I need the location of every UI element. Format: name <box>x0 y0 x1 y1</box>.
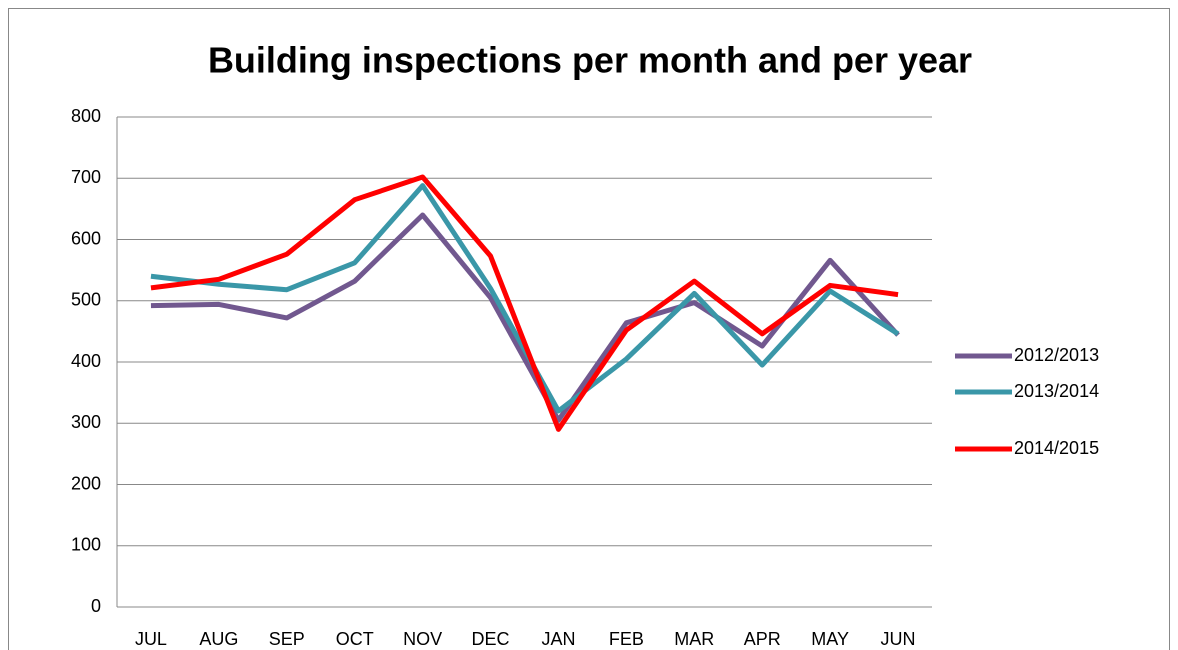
x-tick-label: MAY <box>811 629 849 649</box>
y-tick-label: 100 <box>71 535 101 555</box>
x-tick-label: APR <box>744 629 781 649</box>
legend-label: 2014/2015 <box>1014 438 1099 458</box>
x-tick-label: SEP <box>269 629 305 649</box>
y-tick-label: 500 <box>71 290 101 310</box>
legend-label: 2013/2014 <box>1014 381 1099 401</box>
y-tick-label: 200 <box>71 473 101 493</box>
series-line <box>150 212 900 423</box>
series-line <box>150 174 899 432</box>
x-tick-label: FEB <box>609 629 644 649</box>
y-tick-label: 800 <box>71 106 101 126</box>
x-tick-label: JUL <box>135 629 167 649</box>
x-tick-label: JUN <box>881 629 916 649</box>
x-tick-label: DEC <box>472 629 510 649</box>
x-tick-label: MAR <box>674 629 714 649</box>
y-tick-label: 300 <box>71 412 101 432</box>
chart-title: Building inspections per month and per y… <box>208 40 972 81</box>
series-line <box>150 183 900 414</box>
x-tick-label: NOV <box>403 629 442 649</box>
y-tick-label: 700 <box>71 167 101 187</box>
legend-label: 2012/2013 <box>1014 345 1099 365</box>
y-tick-label: 0 <box>91 596 101 616</box>
x-tick-label: AUG <box>199 629 238 649</box>
y-tick-label: 400 <box>71 351 101 371</box>
chart-border <box>8 8 1170 650</box>
x-tick-label: OCT <box>336 629 374 649</box>
x-tick-label: JAN <box>541 629 575 649</box>
y-tick-label: 600 <box>71 228 101 248</box>
